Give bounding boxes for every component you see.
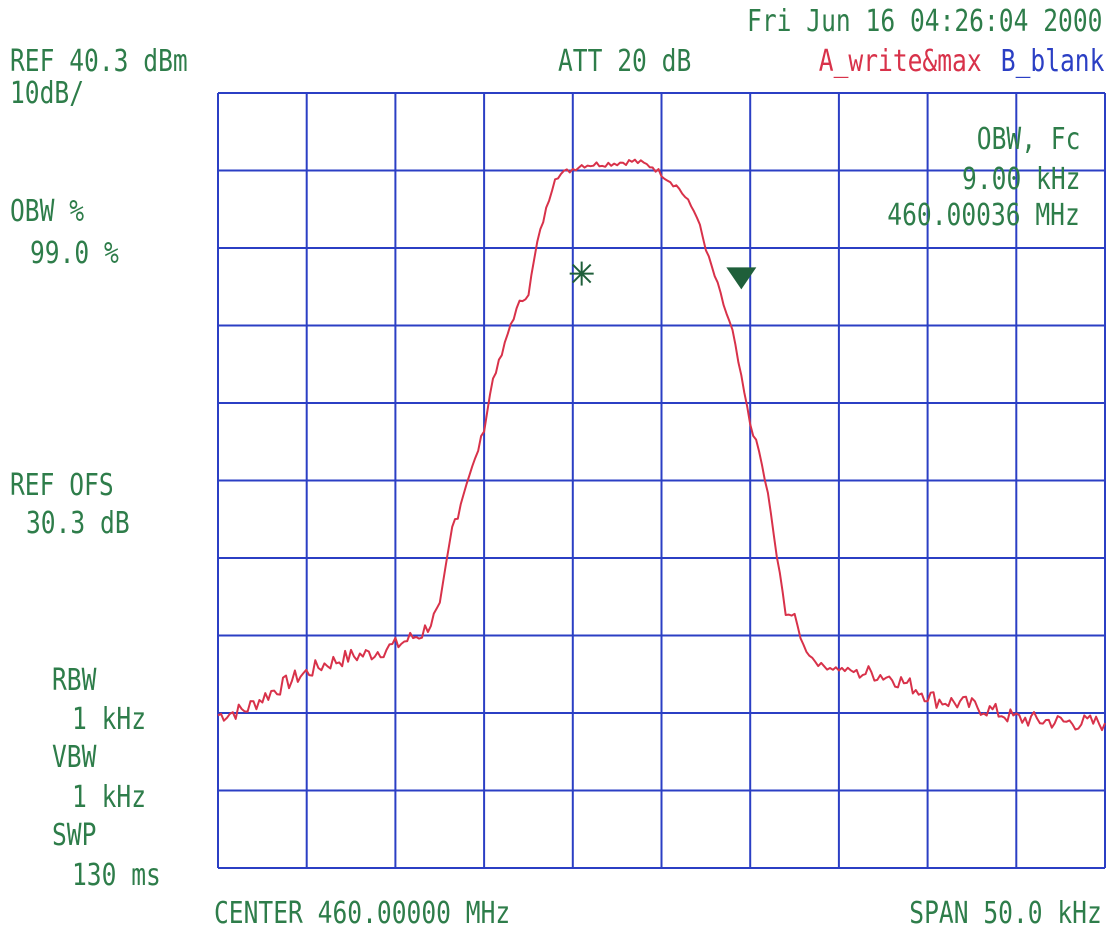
plot-grid	[217, 92, 1106, 869]
trace-b-status: B_blank	[1000, 44, 1104, 79]
trace-a-line	[217, 158, 1106, 732]
trace-a-status: A_write&max	[819, 44, 982, 79]
obw-percent-value: 99.0 %	[30, 236, 119, 271]
vbw-value: 1 kHz	[72, 780, 147, 815]
ref-level: REF 40.3 dBm	[10, 44, 188, 79]
center-frequency: CENTER 460.00000 MHz	[214, 896, 511, 931]
attenuation: ATT 20 dB	[558, 44, 692, 79]
ref-offset-value: 30.3 dB	[26, 506, 130, 541]
sweep-value: 130 ms	[72, 858, 161, 893]
timestamp: Fri Jun 16 04:26:04 2000	[746, 4, 1102, 39]
rbw-value: 1 kHz	[72, 702, 147, 737]
obw-center-frequency: 460.00036 MHz	[887, 198, 1080, 233]
span: SPAN 50.0 kHz	[909, 896, 1102, 931]
obw-lower-marker	[569, 261, 594, 286]
scale-per-division: 10dB/	[10, 76, 85, 111]
vbw-label: VBW	[52, 740, 97, 775]
obw-percent-label: OBW %	[10, 194, 85, 229]
rbw-label: RBW	[52, 663, 97, 698]
obw-bandwidth-value: 9.00 kHz	[961, 162, 1080, 197]
trace-markers	[569, 261, 757, 290]
ref-offset-label: REF OFS	[10, 468, 114, 503]
sweep-label: SWP	[52, 818, 97, 853]
obw-readout-label: OBW, Fc	[976, 122, 1080, 157]
obw-upper-marker	[726, 267, 757, 290]
